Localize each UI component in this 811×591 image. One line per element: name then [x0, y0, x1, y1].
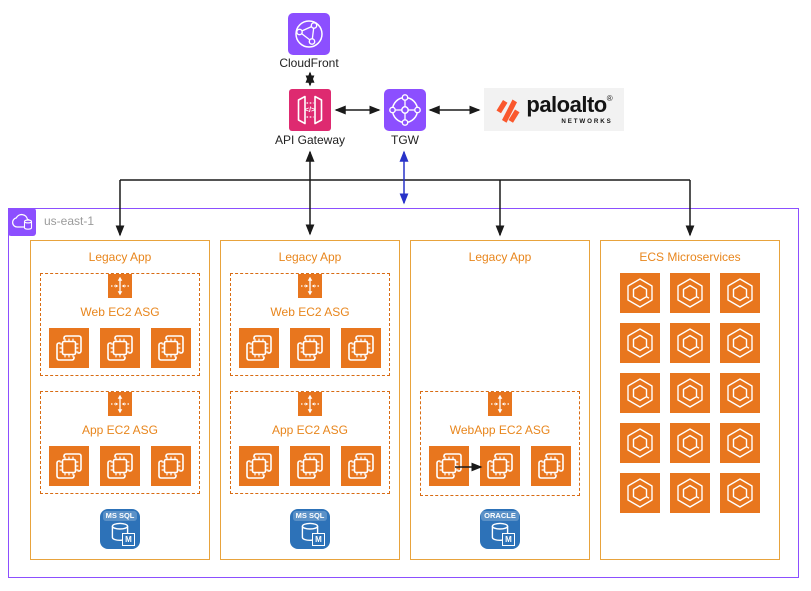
group-title: Legacy App	[88, 250, 152, 264]
ec2-instance-icon	[100, 328, 140, 368]
auto-scaling-icon	[298, 274, 322, 298]
ecs-container-icon	[620, 473, 660, 513]
ec2-instance-icon	[341, 328, 381, 368]
api-gateway-code-glyph: </>	[304, 105, 316, 114]
paloalto-wordmark: paloalto	[526, 92, 607, 117]
auto-scaling-icon	[298, 392, 322, 416]
ecs-container-icon	[670, 373, 710, 413]
mssql-database-icon: MS SQL M	[100, 509, 140, 549]
group-title: Legacy App	[468, 250, 532, 264]
ec2-instance-icon	[290, 446, 330, 486]
auto-scaling-icon	[488, 392, 512, 416]
ecs-container-icon	[670, 473, 710, 513]
legacy-app-group-3: Legacy App WebApp EC2 ASG ORACLE M	[410, 240, 590, 560]
legacy-app-group-1: Legacy App Web EC2 ASG App EC2 ASG MS SQ…	[30, 240, 210, 560]
ecs-container-icon	[720, 473, 760, 513]
ecs-microservices-group: ECS Microservices	[600, 240, 780, 560]
ec2-instance-icon	[151, 446, 191, 486]
paloalto-networks-text: NETWORKS	[561, 118, 613, 125]
api-gateway-label: API Gateway	[274, 133, 346, 147]
web-ec2-asg-box: Web EC2 ASG	[40, 273, 200, 376]
ecs-container-icon	[670, 423, 710, 463]
ec2-instance-icon	[429, 446, 469, 486]
ec2-instance-icon	[480, 446, 520, 486]
legacy-app-group-2: Legacy App Web EC2 ASG App EC2 ASG MS SQ…	[220, 240, 400, 560]
db-badge: M	[502, 533, 515, 546]
tgw-label: TGW	[391, 133, 419, 147]
ecs-container-icon	[620, 273, 660, 313]
ecs-container-icon	[620, 373, 660, 413]
ec2-instance-icon	[49, 446, 89, 486]
asg-label: WebApp EC2 ASG	[449, 423, 551, 437]
ec2-instance-row	[239, 446, 381, 486]
auto-scaling-icon	[108, 274, 132, 298]
ecs-task-grid	[620, 273, 760, 513]
db-badge: M	[122, 533, 135, 546]
ec2-instance-icon	[151, 328, 191, 368]
ecs-container-icon	[670, 323, 710, 363]
app-ec2-asg-box: App EC2 ASG	[40, 391, 200, 494]
asg-label: App EC2 ASG	[271, 423, 349, 437]
oracle-database-icon: ORACLE M	[480, 509, 520, 549]
db-label: MS SQL	[292, 511, 328, 521]
ecs-container-icon	[620, 323, 660, 363]
ec2-instance-icon	[49, 328, 89, 368]
paloalto-logo: paloalto® NETWORKS	[484, 88, 624, 131]
ec2-instance-row	[239, 328, 381, 368]
region-icon	[8, 208, 36, 236]
auto-scaling-icon	[108, 392, 132, 416]
region-label: us-east-1	[44, 214, 95, 228]
asg-label: Web EC2 ASG	[270, 305, 350, 319]
cloudfront-icon	[288, 13, 330, 60]
app-ec2-asg-box: App EC2 ASG	[230, 391, 390, 494]
ecs-container-icon	[720, 273, 760, 313]
api-gateway-icon: </>	[289, 89, 331, 136]
ec2-instance-row	[429, 446, 571, 486]
db-badge: M	[312, 533, 325, 546]
paloalto-trademark: ®	[606, 94, 613, 103]
ecs-container-icon	[720, 373, 760, 413]
cloudfront-label: CloudFront	[279, 56, 339, 70]
ecs-container-icon	[620, 423, 660, 463]
ec2-instance-icon	[100, 446, 140, 486]
ec2-instance-icon	[290, 328, 330, 368]
ecs-container-icon	[670, 273, 710, 313]
asg-label: App EC2 ASG	[81, 423, 159, 437]
db-label: MS SQL	[102, 511, 138, 521]
asg-label: Web EC2 ASG	[80, 305, 160, 319]
ec2-instance-icon	[531, 446, 571, 486]
web-ec2-asg-box: Web EC2 ASG	[230, 273, 390, 376]
group-title: ECS Microservices	[639, 250, 741, 264]
transit-gateway-icon	[384, 89, 426, 136]
ecs-container-icon	[720, 323, 760, 363]
ec2-instance-row	[49, 446, 191, 486]
ecs-container-icon	[720, 423, 760, 463]
group-title: Legacy App	[278, 250, 342, 264]
paloalto-mark-icon	[495, 97, 521, 123]
ec2-instance-icon	[341, 446, 381, 486]
ec2-instance-icon	[239, 328, 279, 368]
ec2-instance-icon	[239, 446, 279, 486]
db-label: ORACLE	[481, 511, 519, 521]
ec2-instance-row	[49, 328, 191, 368]
webapp-ec2-asg-box: WebApp EC2 ASG	[420, 391, 580, 496]
mssql-database-icon: MS SQL M	[290, 509, 330, 549]
